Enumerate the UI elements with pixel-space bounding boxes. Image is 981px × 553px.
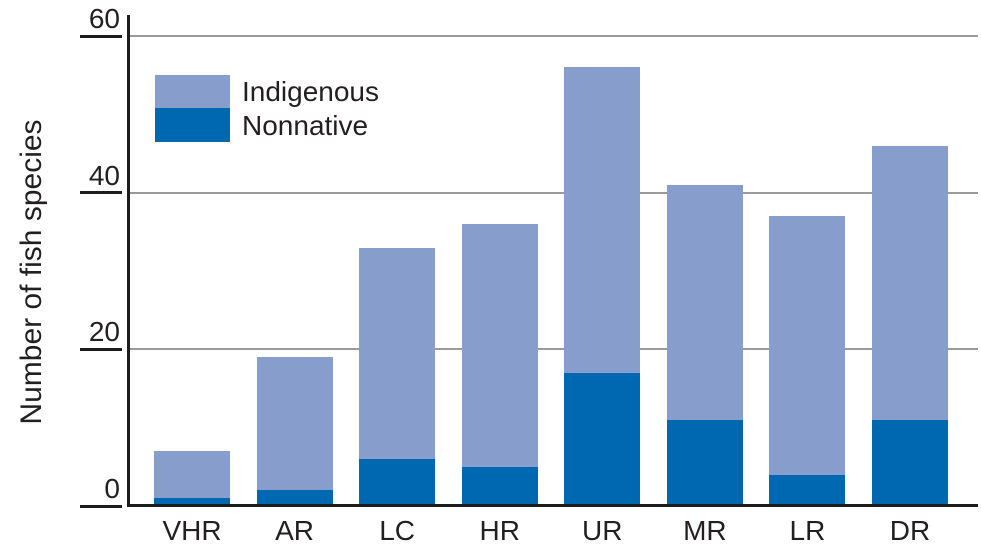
x-label-ar: AR	[275, 515, 315, 546]
bar-ar-nonnative	[256, 490, 333, 506]
y-axis-line	[127, 15, 130, 507]
x-axis-line	[127, 504, 978, 507]
bar-dr-indigenous	[871, 145, 948, 420]
y-tick-20	[80, 347, 122, 351]
y-axis-title: Number of fish species	[15, 119, 48, 425]
gridline-20	[130, 348, 978, 351]
legend-swatch-nonnative	[155, 108, 230, 142]
x-label-dr: DR	[889, 515, 931, 546]
x-label-vhr: VHR	[162, 515, 222, 546]
gridline-60	[130, 35, 978, 37]
bar-ur-nonnative	[564, 372, 641, 506]
x-label-lc: LC	[379, 515, 416, 546]
y-tick-60	[80, 34, 122, 38]
y-tick-label-0: 0	[104, 473, 120, 504]
bar-hr-nonnative	[461, 466, 538, 506]
bar-lc-indigenous	[359, 247, 436, 459]
legend-label-nonnative: Nonnative	[242, 110, 369, 141]
y-tick-label-60: 60	[88, 3, 120, 34]
legend-swatch-indigenous	[155, 75, 230, 108]
bar-mr-nonnative	[666, 419, 743, 506]
gridline-40	[130, 191, 978, 194]
x-label-ur: UR	[582, 515, 623, 546]
bar-mr-indigenous	[666, 184, 743, 420]
bar-lr-nonnative	[769, 474, 846, 506]
bar-lc-nonnative	[359, 459, 436, 506]
y-tick-label-40: 40	[88, 159, 120, 191]
y-tick-label-20: 20	[88, 316, 120, 348]
x-label-hr: HR	[479, 515, 520, 546]
bar-dr-nonnative	[871, 419, 948, 506]
legend-label-indigenous: Indigenous	[242, 76, 380, 107]
bar-vhr-indigenous	[154, 451, 230, 499]
bar-hr-indigenous	[461, 224, 538, 467]
y-tick-0	[80, 504, 122, 508]
bar-lr-indigenous	[769, 216, 846, 475]
y-tick-40	[80, 191, 122, 195]
x-label-mr: MR	[683, 515, 727, 546]
bar-vhr-nonnative	[154, 498, 230, 506]
bar-ur-indigenous	[564, 67, 641, 373]
bar-ar-indigenous	[256, 357, 333, 491]
x-label-lr: LR	[789, 515, 826, 546]
